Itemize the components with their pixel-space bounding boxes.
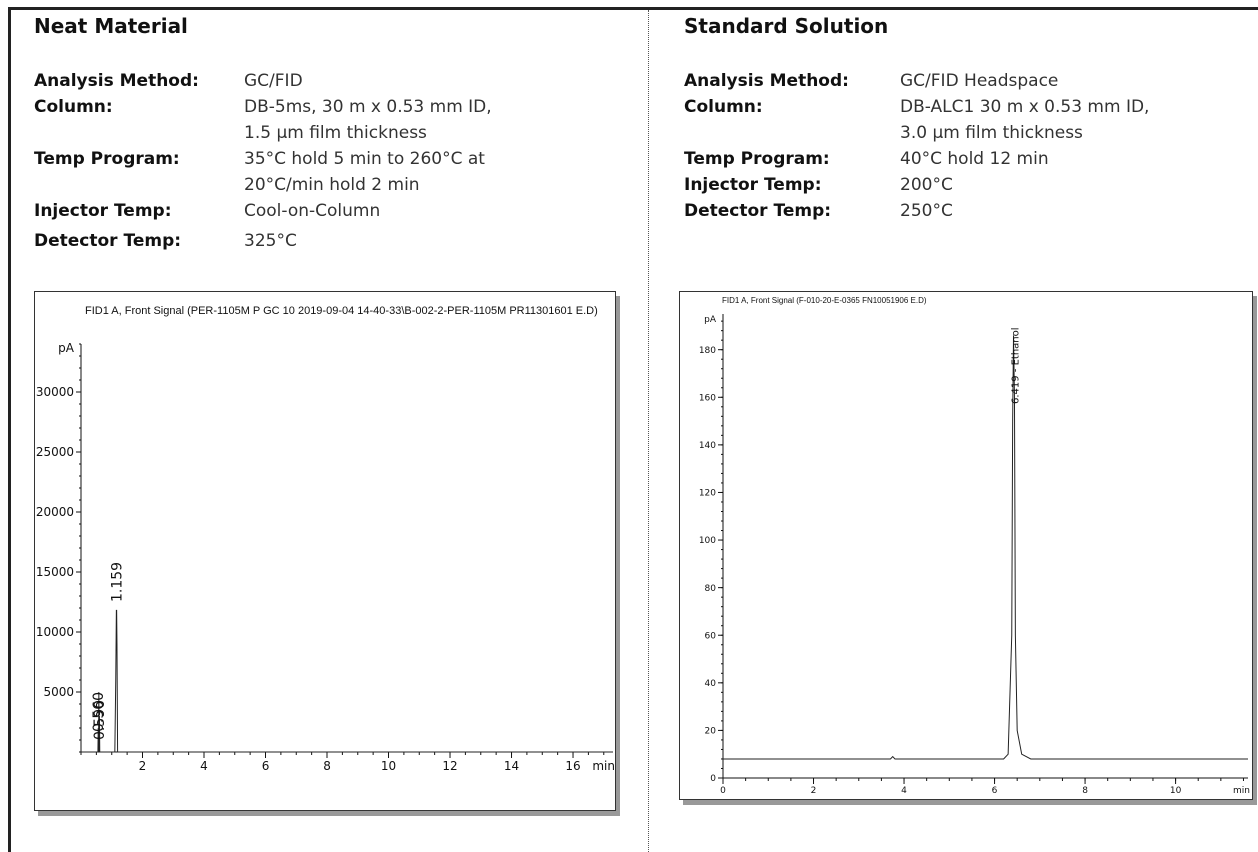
method-value-line: 3.0 µm film thickness <box>900 123 1083 143</box>
signal-trace <box>81 609 613 753</box>
method-value: GC/FID Headspace <box>900 68 1149 94</box>
x-tick-label: 14 <box>504 759 519 773</box>
x-tick-label: 12 <box>442 759 457 773</box>
method-value-line: 20°C/min hold 2 min <box>244 175 420 195</box>
method-value: GC/FID <box>244 68 492 94</box>
method-value: 200°C <box>900 172 1149 198</box>
x-tick-label: 10 <box>381 759 396 773</box>
method-value-line: 200°C <box>900 175 953 195</box>
x-tick-label: 6 <box>262 759 270 773</box>
x-axis-label: min <box>1233 786 1250 796</box>
x-tick-label: 6 <box>992 786 998 796</box>
y-tick-label: 180 <box>699 346 716 356</box>
chart-title: FID1 A, Front Signal (F-010-20-E-0365 FN… <box>722 296 927 305</box>
method-value-line: 325°C <box>244 231 297 251</box>
method-row: Injector Temp: Cool-on-Column <box>34 198 492 224</box>
x-tick-label: 16 <box>565 759 580 773</box>
y-tick-label: 10000 <box>36 625 74 639</box>
x-tick-label: 0 <box>720 786 726 796</box>
y-tick-label: 30000 <box>36 385 74 399</box>
x-tick-label: 8 <box>1082 786 1088 796</box>
method-value-line: Cool-on-Column <box>244 201 381 221</box>
method-value: DB-ALC1 30 m x 0.53 mm ID, 3.0 µm film th… <box>900 94 1149 146</box>
y-tick-label: 140 <box>699 441 716 451</box>
standard-solution-panel: Standard Solution Analysis Method: GC/FID… <box>684 14 1254 224</box>
method-row: Analysis Method: GC/FID Headspace <box>684 68 1149 94</box>
x-axis-label: min <box>592 759 615 773</box>
x-tick-label: 4 <box>901 786 907 796</box>
method-label: Injector Temp: <box>34 201 172 221</box>
y-axis-label: pA <box>58 341 75 355</box>
y-tick-label: 80 <box>705 584 717 594</box>
y-tick-label: 100 <box>699 536 716 546</box>
method-row: Column: DB-5ms, 30 m x 0.53 mm ID, 1.5 µm … <box>34 94 492 146</box>
panel-title: Standard Solution <box>684 14 889 38</box>
peak-label: 1.159 <box>110 562 126 602</box>
method-value: Cool-on-Column <box>244 198 492 224</box>
method-value-line: 40°C hold 12 min <box>900 149 1049 169</box>
y-tick-label: 60 <box>705 631 717 641</box>
method-row: Temp Program: 40°C hold 12 min <box>684 146 1149 172</box>
frame-left-border <box>8 7 11 852</box>
panel-title: Neat Material <box>34 14 188 38</box>
method-row: Detector Temp: 325°C <box>34 224 492 254</box>
method-value-line: DB-ALC1 30 m x 0.53 mm ID, <box>900 97 1150 117</box>
y-tick-label: 25000 <box>36 445 74 459</box>
x-tick-label: 2 <box>139 759 147 773</box>
method-value-line: DB-5ms, 30 m x 0.53 mm ID, <box>244 97 492 117</box>
method-value-line: GC/FID Headspace <box>900 71 1059 91</box>
x-tick-label: 10 <box>1170 786 1182 796</box>
method-value-line: 35°C hold 5 min to 260°C at <box>244 149 485 169</box>
chromatogram-svg: FID1 A, Front Signal (PER-1105M P GC 10 … <box>36 305 615 773</box>
method-label: Analysis Method: <box>34 71 199 91</box>
y-tick-label: 20 <box>705 727 717 737</box>
peak-label: 0.560 <box>91 692 107 732</box>
y-tick-label: 5000 <box>43 685 74 699</box>
method-value-line: GC/FID <box>244 71 303 91</box>
method-label: Temp Program: <box>684 149 830 169</box>
neat-material-chromatogram: FID1 A, Front Signal (PER-1105M P GC 10 … <box>34 291 616 811</box>
method-value: 250°C <box>900 198 1149 224</box>
method-table: Analysis Method: GC/FID Headspace Column: D… <box>684 68 1149 224</box>
method-label: Column: <box>684 97 763 117</box>
column-divider <box>648 10 649 852</box>
x-tick-label: 8 <box>323 759 331 773</box>
signal-trace <box>723 335 1248 760</box>
method-label: Analysis Method: <box>684 71 849 91</box>
y-tick-label: 40 <box>705 679 717 689</box>
y-axis-label: pA <box>704 315 717 325</box>
method-row: Analysis Method: GC/FID <box>34 68 492 94</box>
y-tick-label: 160 <box>699 393 716 403</box>
method-label: Column: <box>34 97 113 117</box>
method-value: 40°C hold 12 min <box>900 146 1149 172</box>
peak-label: 6.419 - Ethanol <box>1011 327 1022 404</box>
method-label: Detector Temp: <box>34 231 182 251</box>
method-label: Injector Temp: <box>684 175 822 195</box>
method-table: Analysis Method: GC/FID Column: DB-5ms, 30 … <box>34 68 492 254</box>
method-label: Temp Program: <box>34 149 180 169</box>
method-row: Column: DB-ALC1 30 m x 0.53 mm ID, 3.0 µm … <box>684 94 1149 146</box>
method-value-line: 1.5 µm film thickness <box>244 123 427 143</box>
method-value-line: 250°C <box>900 201 953 221</box>
method-row: Injector Temp: 200°C <box>684 172 1149 198</box>
peak-label: 0.590 <box>92 700 108 740</box>
frame-top-border <box>8 7 1258 10</box>
y-tick-label: 15000 <box>36 565 74 579</box>
y-tick-label: 20000 <box>36 505 74 519</box>
method-value: 325°C <box>244 224 492 254</box>
chromatogram-svg: FID1 A, Front Signal (F-010-20-E-0365 FN… <box>699 296 1250 796</box>
method-label: Detector Temp: <box>684 201 832 221</box>
method-row: Temp Program: 35°C hold 5 min to 260°C at… <box>34 146 492 198</box>
method-row: Detector Temp: 250°C <box>684 198 1149 224</box>
y-tick-label: 120 <box>699 489 716 499</box>
method-value: DB-5ms, 30 m x 0.53 mm ID, 1.5 µm film th… <box>244 94 492 146</box>
chart-title: FID1 A, Front Signal (PER-1105M P GC 10 … <box>85 305 598 317</box>
y-tick-label: 0 <box>710 774 716 784</box>
neat-material-panel: Neat Material Analysis Method: GC/FID Colu… <box>34 14 634 254</box>
x-tick-label: 4 <box>200 759 208 773</box>
x-tick-label: 2 <box>811 786 817 796</box>
standard-solution-chromatogram: FID1 A, Front Signal (F-010-20-E-0365 FN… <box>679 291 1253 800</box>
method-value: 35°C hold 5 min to 260°C at 20°C/min hold… <box>244 146 492 198</box>
